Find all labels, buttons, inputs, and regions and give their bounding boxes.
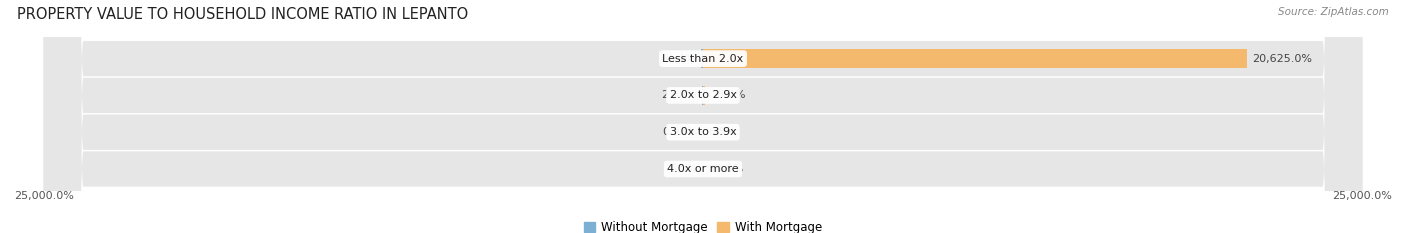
Text: 78.5%: 78.5% bbox=[710, 90, 745, 100]
Text: PROPERTY VALUE TO HOUSEHOLD INCOME RATIO IN LEPANTO: PROPERTY VALUE TO HOUSEHOLD INCOME RATIO… bbox=[17, 7, 468, 22]
Bar bbox=[703, 49, 1247, 68]
FancyBboxPatch shape bbox=[44, 0, 1362, 233]
Text: 3.0x to 3.9x: 3.0x to 3.9x bbox=[669, 127, 737, 137]
Bar bbox=[702, 49, 703, 68]
Text: 25,000.0%: 25,000.0% bbox=[1331, 191, 1392, 201]
FancyBboxPatch shape bbox=[44, 0, 1362, 233]
Text: 2.0x to 2.9x: 2.0x to 2.9x bbox=[669, 90, 737, 100]
FancyBboxPatch shape bbox=[44, 0, 1362, 233]
Legend: Without Mortgage, With Mortgage: Without Mortgage, With Mortgage bbox=[583, 221, 823, 233]
Text: 27.8%: 27.8% bbox=[661, 90, 697, 100]
Text: 6.9%: 6.9% bbox=[669, 164, 697, 174]
Text: Source: ZipAtlas.com: Source: ZipAtlas.com bbox=[1278, 7, 1389, 17]
Text: 6.5%: 6.5% bbox=[709, 127, 737, 137]
Text: 13.5%: 13.5% bbox=[709, 164, 744, 174]
FancyBboxPatch shape bbox=[44, 0, 1362, 233]
Text: 4.0x or more: 4.0x or more bbox=[668, 164, 738, 174]
Text: Less than 2.0x: Less than 2.0x bbox=[662, 54, 744, 64]
Text: 0.93%: 0.93% bbox=[662, 127, 697, 137]
Text: 20,625.0%: 20,625.0% bbox=[1253, 54, 1312, 64]
Text: 25,000.0%: 25,000.0% bbox=[14, 191, 75, 201]
Bar bbox=[703, 86, 704, 105]
Text: 64.4%: 64.4% bbox=[661, 54, 696, 64]
